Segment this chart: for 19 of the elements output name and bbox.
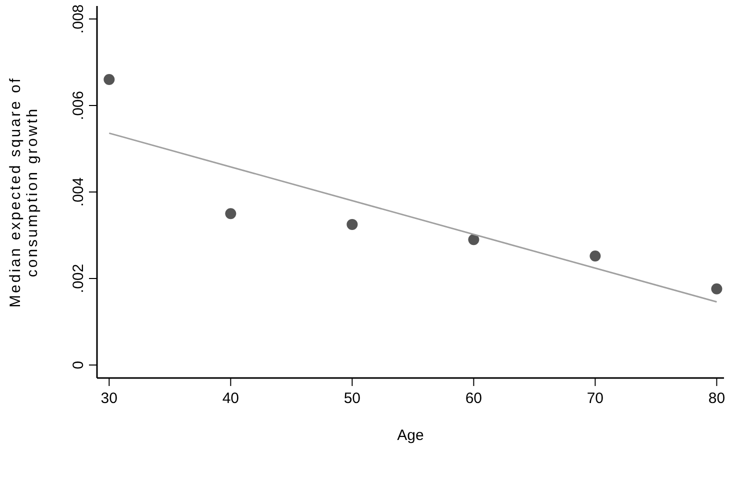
x-tick-label: 80 [708, 390, 726, 407]
y-tick-label: .006 [70, 90, 87, 120]
x-tick-label: 30 [100, 390, 118, 407]
point [590, 250, 601, 262]
y-tick-label: 0 [70, 360, 87, 370]
point [468, 234, 480, 246]
y-axis-title: Median expected square of consumption growth [7, 76, 41, 308]
point [711, 283, 722, 294]
point [346, 218, 358, 230]
point [225, 208, 236, 220]
y-tick-label: .008 [70, 4, 87, 34]
x-tick-label: 40 [222, 390, 240, 407]
x-tick-label: 50 [344, 390, 361, 407]
x-axis-title: Age [397, 427, 424, 444]
x-tick-label: 60 [465, 390, 482, 407]
point [104, 74, 115, 86]
y-tick-label: .002 [70, 264, 87, 294]
x-tick-label: 70 [586, 390, 604, 407]
y-tick-label: .004 [70, 177, 87, 207]
